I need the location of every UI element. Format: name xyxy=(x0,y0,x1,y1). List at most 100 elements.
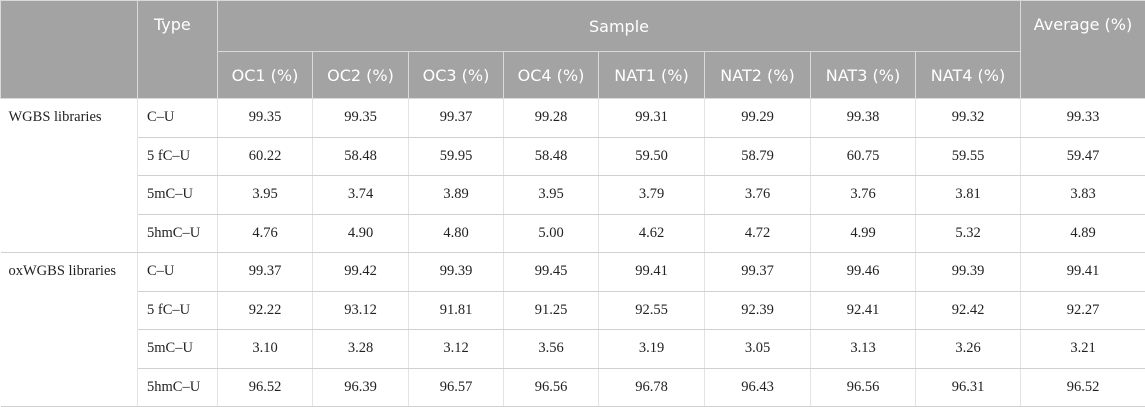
value-cell: 3.13 xyxy=(811,330,916,369)
value-cell: 3.79 xyxy=(599,176,705,215)
type-header: Type xyxy=(138,1,218,99)
value-cell: 99.38 xyxy=(811,99,916,138)
value-cell: 99.37 xyxy=(218,253,313,292)
type-cell: C–U xyxy=(138,99,218,138)
value-cell: 3.89 xyxy=(409,176,504,215)
value-cell: 3.12 xyxy=(409,330,504,369)
value-cell: 3.10 xyxy=(218,330,313,369)
value-cell: 92.22 xyxy=(218,291,313,330)
value-cell: 58.79 xyxy=(705,137,811,176)
value-cell: 4.76 xyxy=(218,214,313,253)
average-cell: 92.27 xyxy=(1021,291,1145,330)
value-cell: 99.29 xyxy=(705,99,811,138)
column-header: OC3 (%) xyxy=(409,52,504,99)
value-cell: 96.56 xyxy=(504,368,599,407)
column-header: NAT3 (%) xyxy=(811,52,916,99)
value-cell: 96.52 xyxy=(218,368,313,407)
value-cell: 99.35 xyxy=(218,99,313,138)
value-cell: 91.81 xyxy=(409,291,504,330)
value-cell: 59.95 xyxy=(409,137,504,176)
value-cell: 99.39 xyxy=(409,253,504,292)
value-cell: 3.28 xyxy=(313,330,409,369)
value-cell: 59.50 xyxy=(599,137,705,176)
average-cell: 3.21 xyxy=(1021,330,1145,369)
value-cell: 4.80 xyxy=(409,214,504,253)
value-cell: 96.43 xyxy=(705,368,811,407)
average-cell: 96.52 xyxy=(1021,368,1145,407)
average-cell: 99.41 xyxy=(1021,253,1145,292)
sample-header: Sample xyxy=(218,1,1021,52)
value-cell: 93.12 xyxy=(313,291,409,330)
value-cell: 58.48 xyxy=(504,137,599,176)
column-header: NAT1 (%) xyxy=(599,52,705,99)
group-label: oxWGBS libraries xyxy=(1,253,138,407)
average-cell: 3.83 xyxy=(1021,176,1145,215)
value-cell: 60.22 xyxy=(218,137,313,176)
value-cell: 60.75 xyxy=(811,137,916,176)
corner-cell xyxy=(1,1,138,99)
group-label: WGBS libraries xyxy=(1,99,138,253)
value-cell: 92.39 xyxy=(705,291,811,330)
type-cell: C–U xyxy=(138,253,218,292)
column-header: NAT4 (%) xyxy=(916,52,1021,99)
value-cell: 96.31 xyxy=(916,368,1021,407)
value-cell: 92.42 xyxy=(916,291,1021,330)
value-cell: 99.37 xyxy=(409,99,504,138)
average-header: Average (%) xyxy=(1021,1,1145,99)
type-cell: 5 fC–U xyxy=(138,291,218,330)
value-cell: 96.78 xyxy=(599,368,705,407)
value-cell: 99.39 xyxy=(916,253,1021,292)
value-cell: 4.72 xyxy=(705,214,811,253)
value-cell: 96.56 xyxy=(811,368,916,407)
value-cell: 5.32 xyxy=(916,214,1021,253)
value-cell: 58.48 xyxy=(313,137,409,176)
type-cell: 5 fC–U xyxy=(138,137,218,176)
average-cell: 59.47 xyxy=(1021,137,1145,176)
type-cell: 5mC–U xyxy=(138,330,218,369)
type-cell: 5mC–U xyxy=(138,176,218,215)
value-cell: 99.42 xyxy=(313,253,409,292)
value-cell: 99.31 xyxy=(599,99,705,138)
value-cell: 96.39 xyxy=(313,368,409,407)
value-cell: 3.76 xyxy=(811,176,916,215)
value-cell: 92.55 xyxy=(599,291,705,330)
type-cell: 5hmC–U xyxy=(138,368,218,407)
value-cell: 3.76 xyxy=(705,176,811,215)
average-cell: 4.89 xyxy=(1021,214,1145,253)
value-cell: 4.62 xyxy=(599,214,705,253)
value-cell: 4.90 xyxy=(313,214,409,253)
value-cell: 99.32 xyxy=(916,99,1021,138)
value-cell: 5.00 xyxy=(504,214,599,253)
value-cell: 3.74 xyxy=(313,176,409,215)
value-cell: 4.99 xyxy=(811,214,916,253)
average-cell: 99.33 xyxy=(1021,99,1145,138)
value-cell: 3.56 xyxy=(504,330,599,369)
value-cell: 96.57 xyxy=(409,368,504,407)
value-cell: 99.45 xyxy=(504,253,599,292)
value-cell: 99.28 xyxy=(504,99,599,138)
value-cell: 99.37 xyxy=(705,253,811,292)
type-cell: 5hmC–U xyxy=(138,214,218,253)
value-cell: 99.41 xyxy=(599,253,705,292)
value-cell: 59.55 xyxy=(916,137,1021,176)
value-cell: 99.35 xyxy=(313,99,409,138)
column-header: NAT2 (%) xyxy=(705,52,811,99)
value-cell: 99.46 xyxy=(811,253,916,292)
value-cell: 3.05 xyxy=(705,330,811,369)
value-cell: 3.26 xyxy=(916,330,1021,369)
value-cell: 3.81 xyxy=(916,176,1021,215)
value-cell: 3.19 xyxy=(599,330,705,369)
value-cell: 3.95 xyxy=(218,176,313,215)
column-header: OC2 (%) xyxy=(313,52,409,99)
value-cell: 91.25 xyxy=(504,291,599,330)
value-cell: 92.41 xyxy=(811,291,916,330)
